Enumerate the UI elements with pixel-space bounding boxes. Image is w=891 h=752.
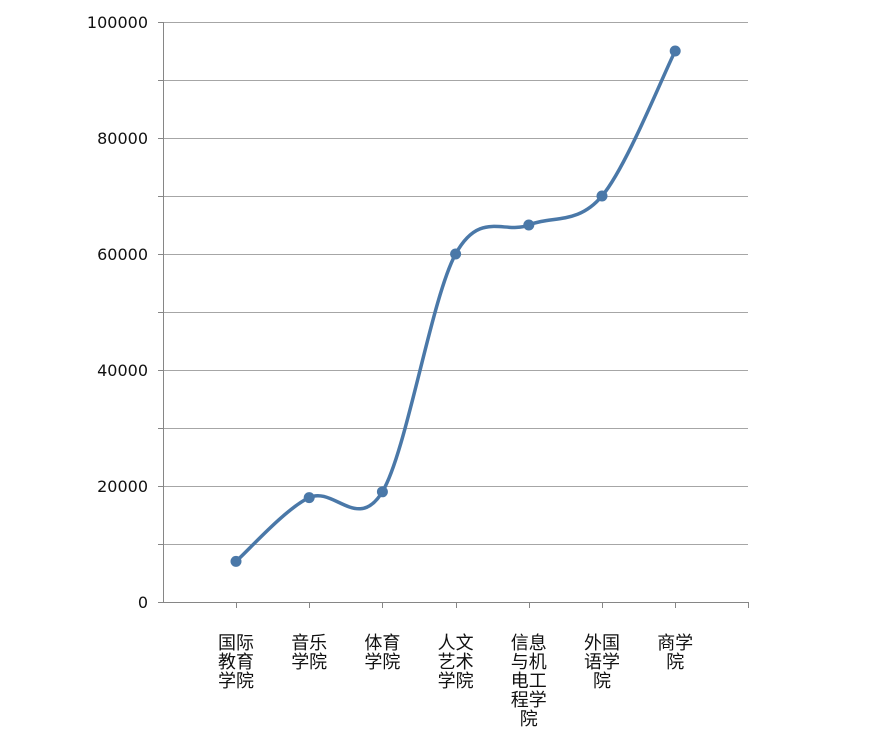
- series-line-0: [234, 49, 677, 564]
- x-category-label-2: 体育学院: [364, 633, 400, 673]
- data-point-外国语学院: [596, 190, 608, 202]
- data-point-国际教育学院: [230, 555, 242, 567]
- x-category-label-1: 音乐学院: [291, 633, 327, 673]
- data-point-信息与机电工程学院: [523, 219, 535, 231]
- data-point-商学院: [669, 45, 681, 57]
- x-category-label-6: 商学院: [657, 633, 693, 673]
- x-category-labels: 国际教育学院 音乐学院 体育学院 人文艺术学院 信息与机电工程学院 外国语学院 商学院: [218, 633, 693, 730]
- data-point-人文艺术学院: [450, 248, 462, 260]
- y-tick-labels: 0 20000 40000 60000 80000 100000: [87, 13, 148, 612]
- y-tick-label-80000: 80000: [97, 129, 148, 148]
- gridlines: [163, 22, 748, 545]
- x-category-label-5: 外国语学院: [584, 633, 620, 692]
- x-category-label-4: 信息与机电工程学院: [511, 633, 547, 730]
- axes: [158, 22, 749, 608]
- x-category-label-0: 国际教育学院: [218, 633, 254, 692]
- data-point-体育学院: [376, 486, 388, 498]
- y-tick-label-100000: 100000: [87, 13, 148, 32]
- x-category-label-3: 人文艺术学院: [438, 633, 474, 692]
- y-tick-label-40000: 40000: [97, 361, 148, 380]
- data-point-音乐学院: [303, 492, 315, 504]
- series-layer: [230, 45, 681, 567]
- y-tick-label-20000: 20000: [97, 477, 148, 496]
- y-tick-label-0: 0: [138, 593, 148, 612]
- y-tick-label-60000: 60000: [97, 245, 148, 264]
